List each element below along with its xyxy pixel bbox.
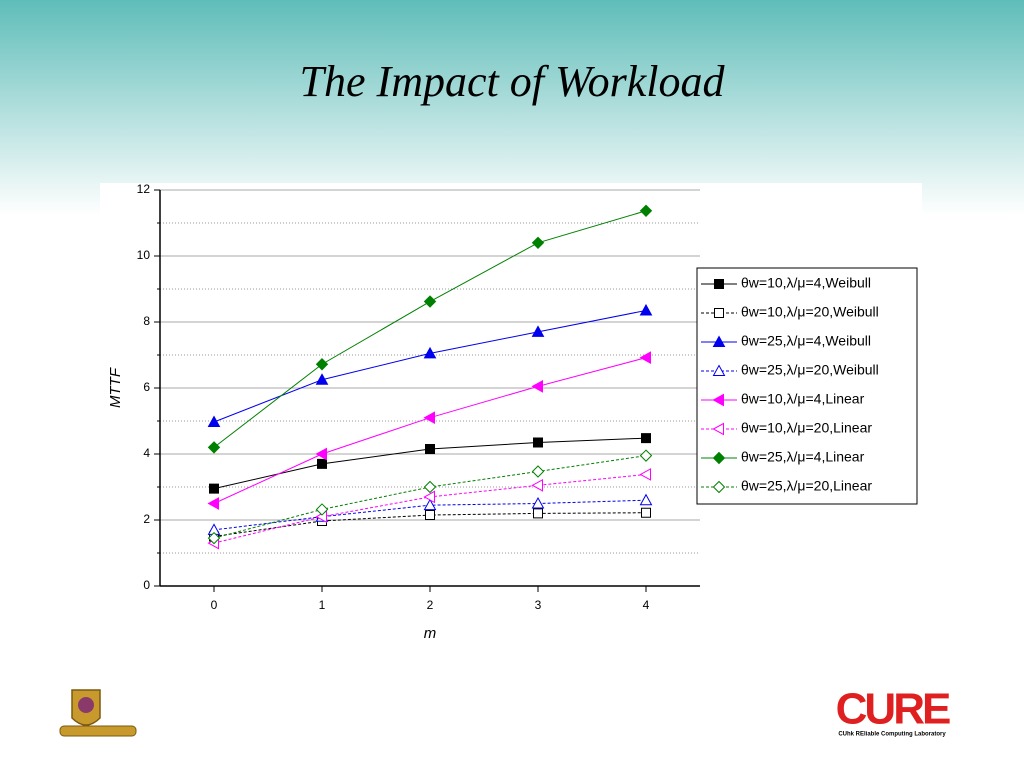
legend-label: θw=25,λ/μ=20,Weibull <box>741 362 879 378</box>
legend-label: θw=25,λ/μ=4,Linear <box>741 449 865 465</box>
x-tick-label: 3 <box>535 598 542 612</box>
legend-marker <box>712 480 726 494</box>
legend-label: θw=25,λ/μ=20,Linear <box>741 478 872 494</box>
marker <box>639 449 653 462</box>
marker <box>207 497 219 510</box>
legend-marker <box>714 308 724 318</box>
legend: θw=10,λ/μ=4,Weibull θw=10,λ/μ=20,Weibull θ… <box>696 267 918 505</box>
marker <box>207 531 221 545</box>
lab-logo: CURE <box>836 685 950 734</box>
marker <box>639 493 653 506</box>
marker <box>531 236 545 250</box>
marker <box>423 498 437 511</box>
marker <box>531 479 543 492</box>
marker <box>639 303 653 316</box>
x-axis-label: m <box>424 625 437 642</box>
marker <box>531 465 545 478</box>
legend-box <box>696 267 918 505</box>
marker <box>641 507 651 518</box>
y-tick-label: 8 <box>143 314 150 328</box>
x-tick-label: 0 <box>211 598 218 612</box>
marker <box>209 483 219 494</box>
marker <box>423 490 435 504</box>
marker <box>641 433 651 444</box>
marker <box>423 411 435 425</box>
legend-marker <box>712 364 726 376</box>
marker <box>207 415 221 427</box>
marker <box>423 346 437 359</box>
x-tick-label: 4 <box>643 598 650 612</box>
marker <box>425 444 435 455</box>
marker <box>423 295 437 308</box>
marker <box>639 468 651 481</box>
legend-label: θw=10,λ/μ=20,Weibull <box>741 304 879 320</box>
legend-marker <box>712 393 724 407</box>
legend-marker <box>714 279 724 289</box>
y-tick-label: 6 <box>143 380 150 394</box>
marker <box>317 458 327 469</box>
marker <box>639 351 651 364</box>
legend-label: θw=10,λ/μ=20,Linear <box>741 420 872 436</box>
legend-marker <box>712 335 726 347</box>
marker <box>531 496 545 509</box>
legend-label: θw=10,λ/μ=4,Linear <box>741 391 865 407</box>
marker <box>315 358 329 371</box>
legend-marker <box>712 451 726 465</box>
y-axis-label: MTTF <box>107 367 124 408</box>
lab-caption: CUhk REliable Computing Laboratory <box>838 732 946 738</box>
university-emblem <box>59 689 137 737</box>
y-tick-label: 12 <box>137 182 151 196</box>
marker <box>315 447 327 461</box>
x-tick-label: 2 <box>427 598 434 612</box>
marker <box>531 380 543 393</box>
legend-marker <box>712 422 724 436</box>
y-tick-label: 10 <box>137 248 151 262</box>
legend-label: θw=10,λ/μ=4,Weibull <box>741 275 871 291</box>
legend-label: θw=25,λ/μ=4,Weibull <box>741 333 871 349</box>
marker <box>425 510 435 521</box>
x-tick-label: 1 <box>319 598 326 612</box>
marker <box>315 503 329 516</box>
slide-title: The Impact of Workload <box>300 57 726 106</box>
marker <box>423 480 437 494</box>
y-tick-label: 0 <box>143 578 150 592</box>
marker <box>207 441 221 454</box>
marker <box>533 508 543 519</box>
marker <box>639 204 653 217</box>
marker <box>315 373 329 385</box>
y-tick-label: 2 <box>143 512 150 526</box>
marker <box>531 325 545 337</box>
y-tick-label: 4 <box>143 446 150 460</box>
marker <box>533 437 543 448</box>
